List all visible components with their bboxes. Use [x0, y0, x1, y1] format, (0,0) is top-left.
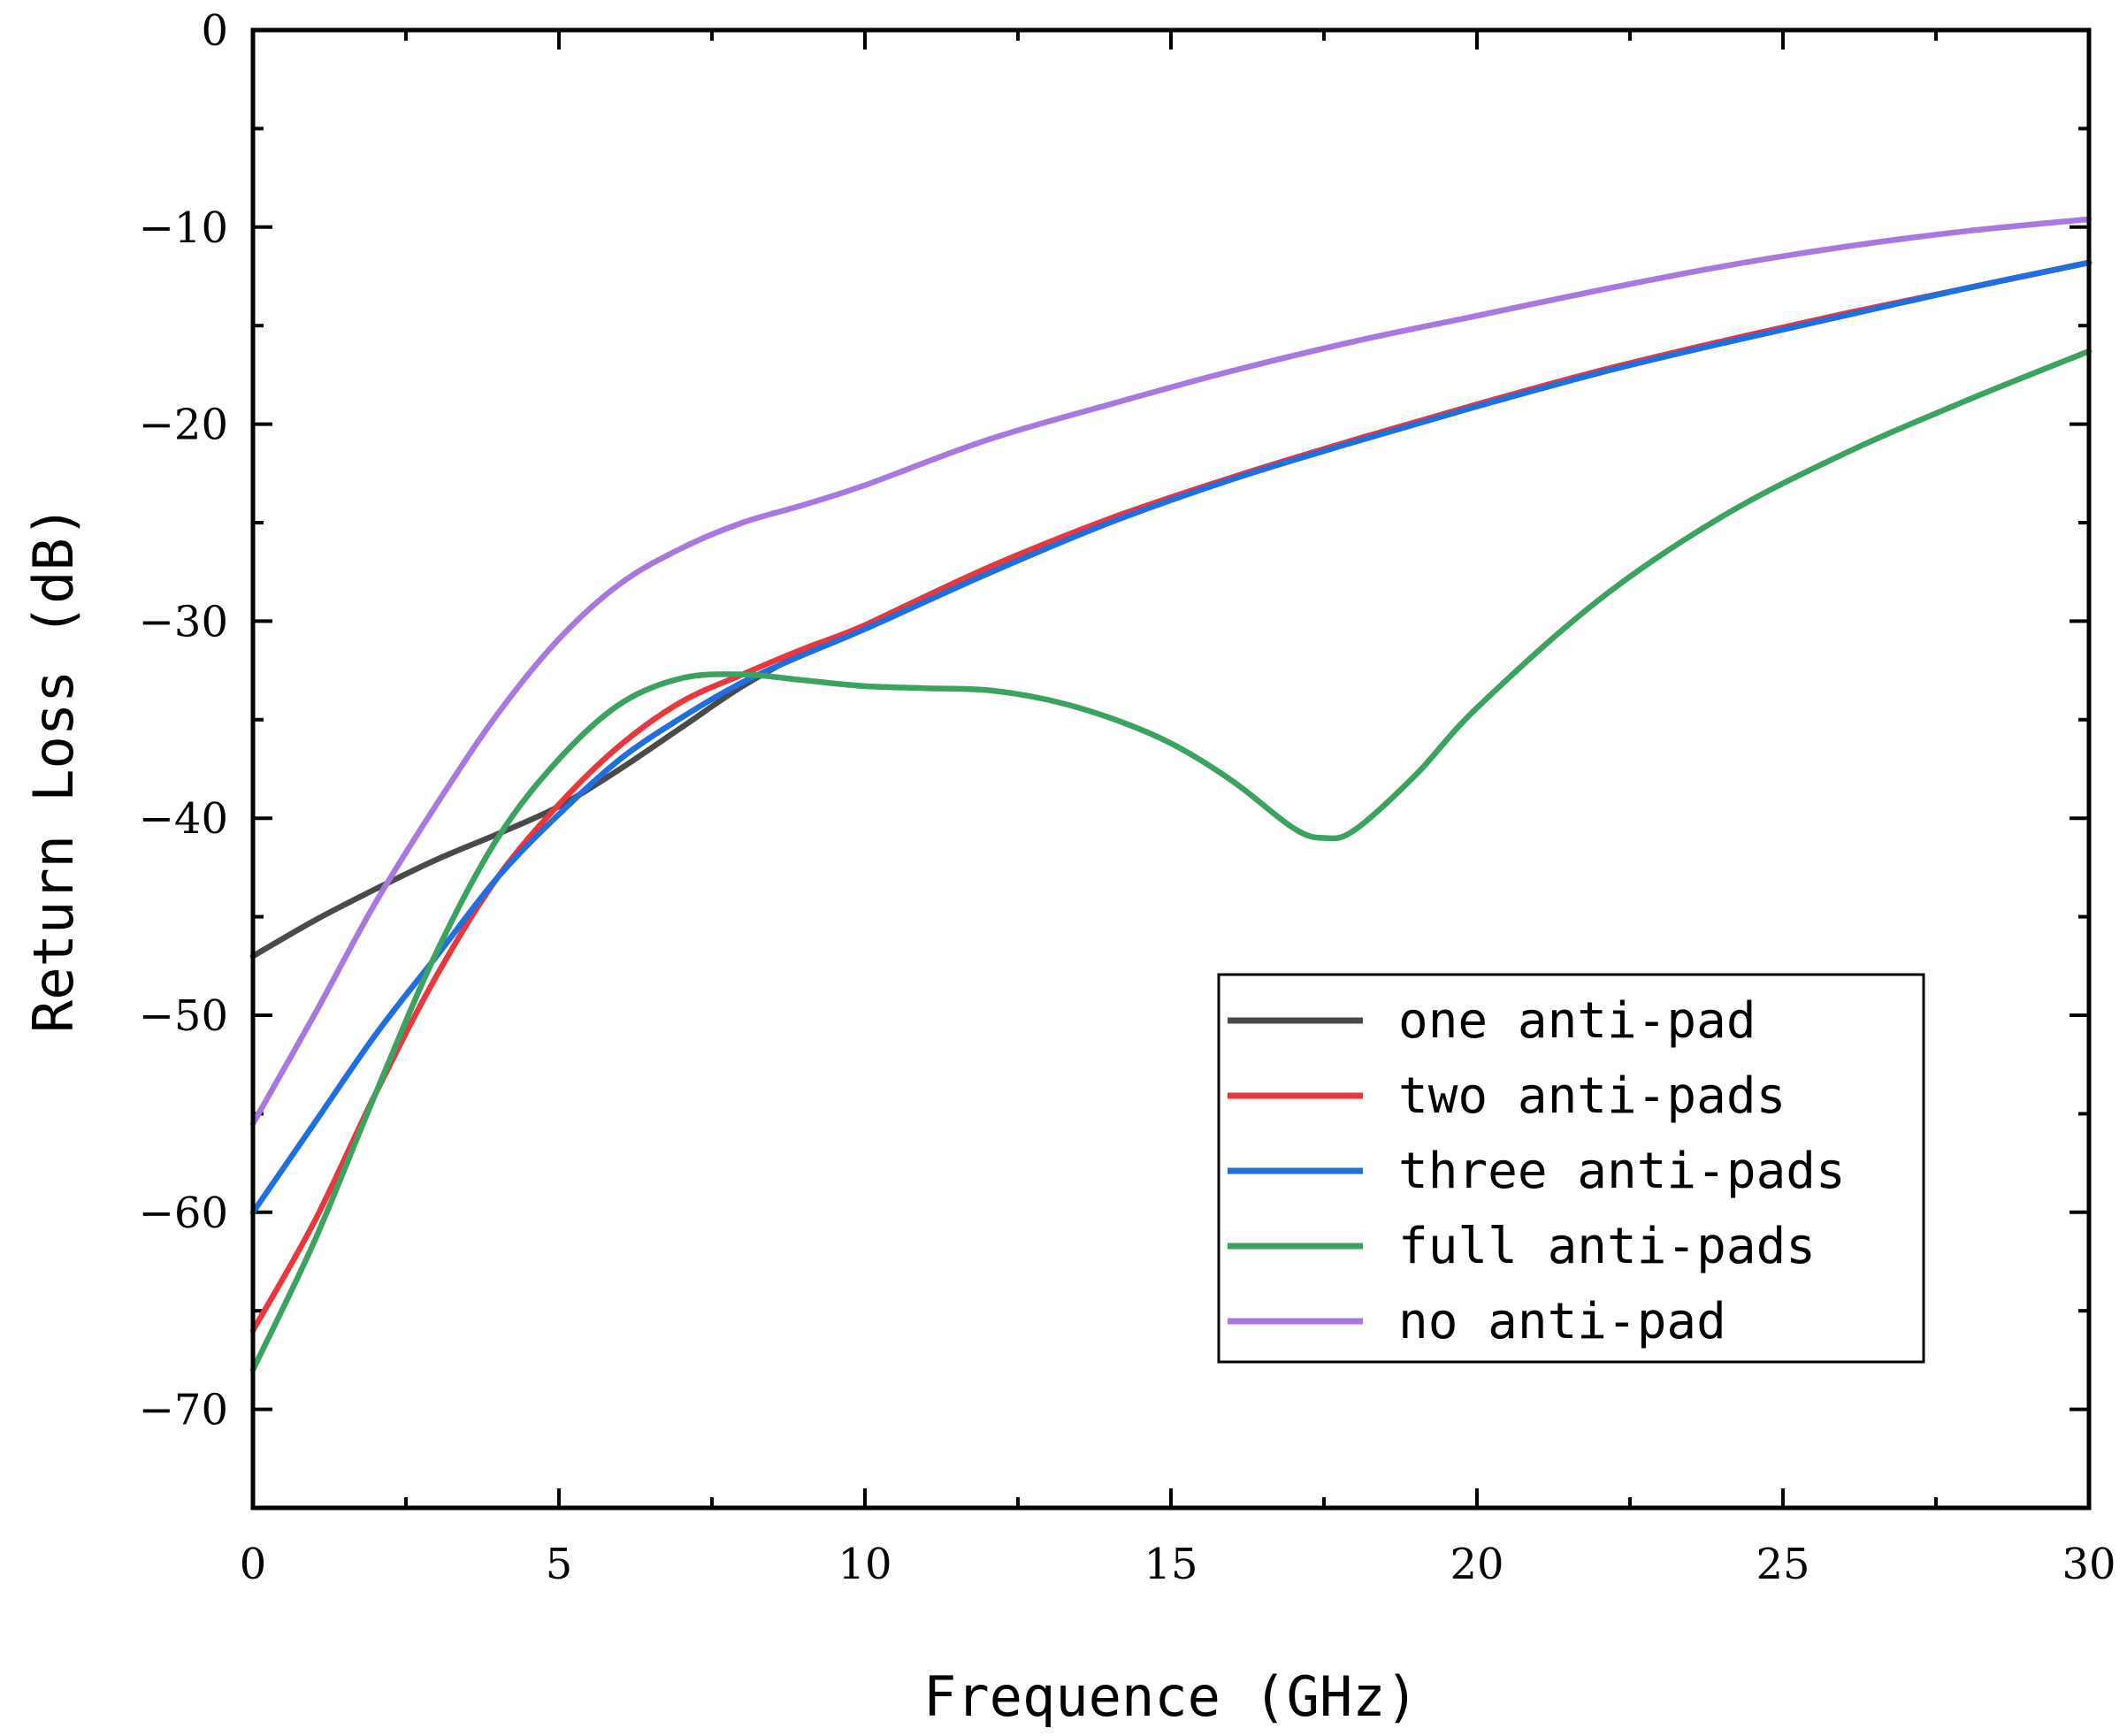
x-axis-title: Frequence (GHz)	[923, 1664, 1419, 1729]
series-line-no-anti-pad	[249, 216, 2093, 1127]
legend-label-one-anti-pad: one anti-pad	[1398, 992, 1756, 1050]
x-tick-label: 20	[1450, 1540, 1503, 1589]
y-axis-title: Return Loss (dB)	[21, 505, 86, 1033]
legend-label-two-anti-pads: two anti-pads	[1398, 1067, 1786, 1125]
series-lines	[249, 216, 2093, 1373]
x-tick-label: 0	[240, 1540, 267, 1589]
x-tick-label: 15	[1144, 1540, 1197, 1589]
series-line-three-anti-pads	[249, 259, 2093, 1216]
x-tick-label: 25	[1756, 1540, 1809, 1589]
y-tick-label: −70	[139, 1386, 228, 1435]
y-tick-label: −30	[139, 597, 228, 646]
plot-frame	[250, 27, 2092, 1510]
y-tick-label: 0	[201, 6, 228, 56]
tick-labels: 0 5 10 15 20 25 30 0 −10 −20 −30 −40 −50 −60 −70	[139, 6, 2116, 1589]
x-tick-label: 5	[546, 1540, 573, 1589]
legend-label-three-anti-pads: three anti-pads	[1398, 1143, 1846, 1200]
y-tick-label: −20	[139, 401, 228, 450]
x-tick-label: 30	[2062, 1540, 2116, 1589]
legend-label-full-anti-pads: full anti-pads	[1398, 1218, 1816, 1275]
y-tick-label: −40	[139, 794, 228, 844]
y-tick-label: −10	[139, 203, 228, 253]
legend: one anti-pad two anti-pads three anti-pads…	[1217, 973, 1925, 1364]
series-line-full-anti-pads	[249, 348, 2093, 1373]
y-tick-label: −60	[139, 1189, 228, 1238]
y-tick-label: −50	[139, 991, 228, 1041]
legend-label-no-anti-pad: no anti-pad	[1398, 1293, 1726, 1350]
x-tick-label: 10	[838, 1540, 891, 1589]
